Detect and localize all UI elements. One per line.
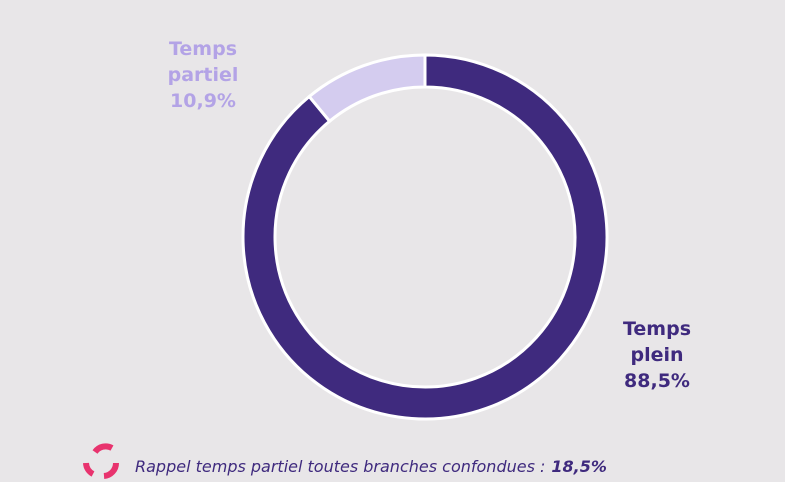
slice-value: 88,5%	[624, 370, 690, 392]
donut-segment	[307, 53, 427, 124]
note-value: 18,5%	[551, 457, 607, 476]
donut-segment	[241, 53, 609, 421]
slice-name: Temps partiel	[167, 38, 239, 86]
slice-name: Temps plein	[622, 318, 692, 366]
note: Rappel temps partiel toutes branches con…	[135, 457, 607, 476]
slice-label: Temps partiel 10,9%	[148, 36, 258, 114]
note-text: Rappel temps partiel toutes branches con…	[135, 457, 546, 476]
note-icon	[83, 443, 120, 479]
slice-value: 10,9%	[170, 90, 236, 112]
slice-label: Temps plein 88,5%	[602, 316, 712, 394]
